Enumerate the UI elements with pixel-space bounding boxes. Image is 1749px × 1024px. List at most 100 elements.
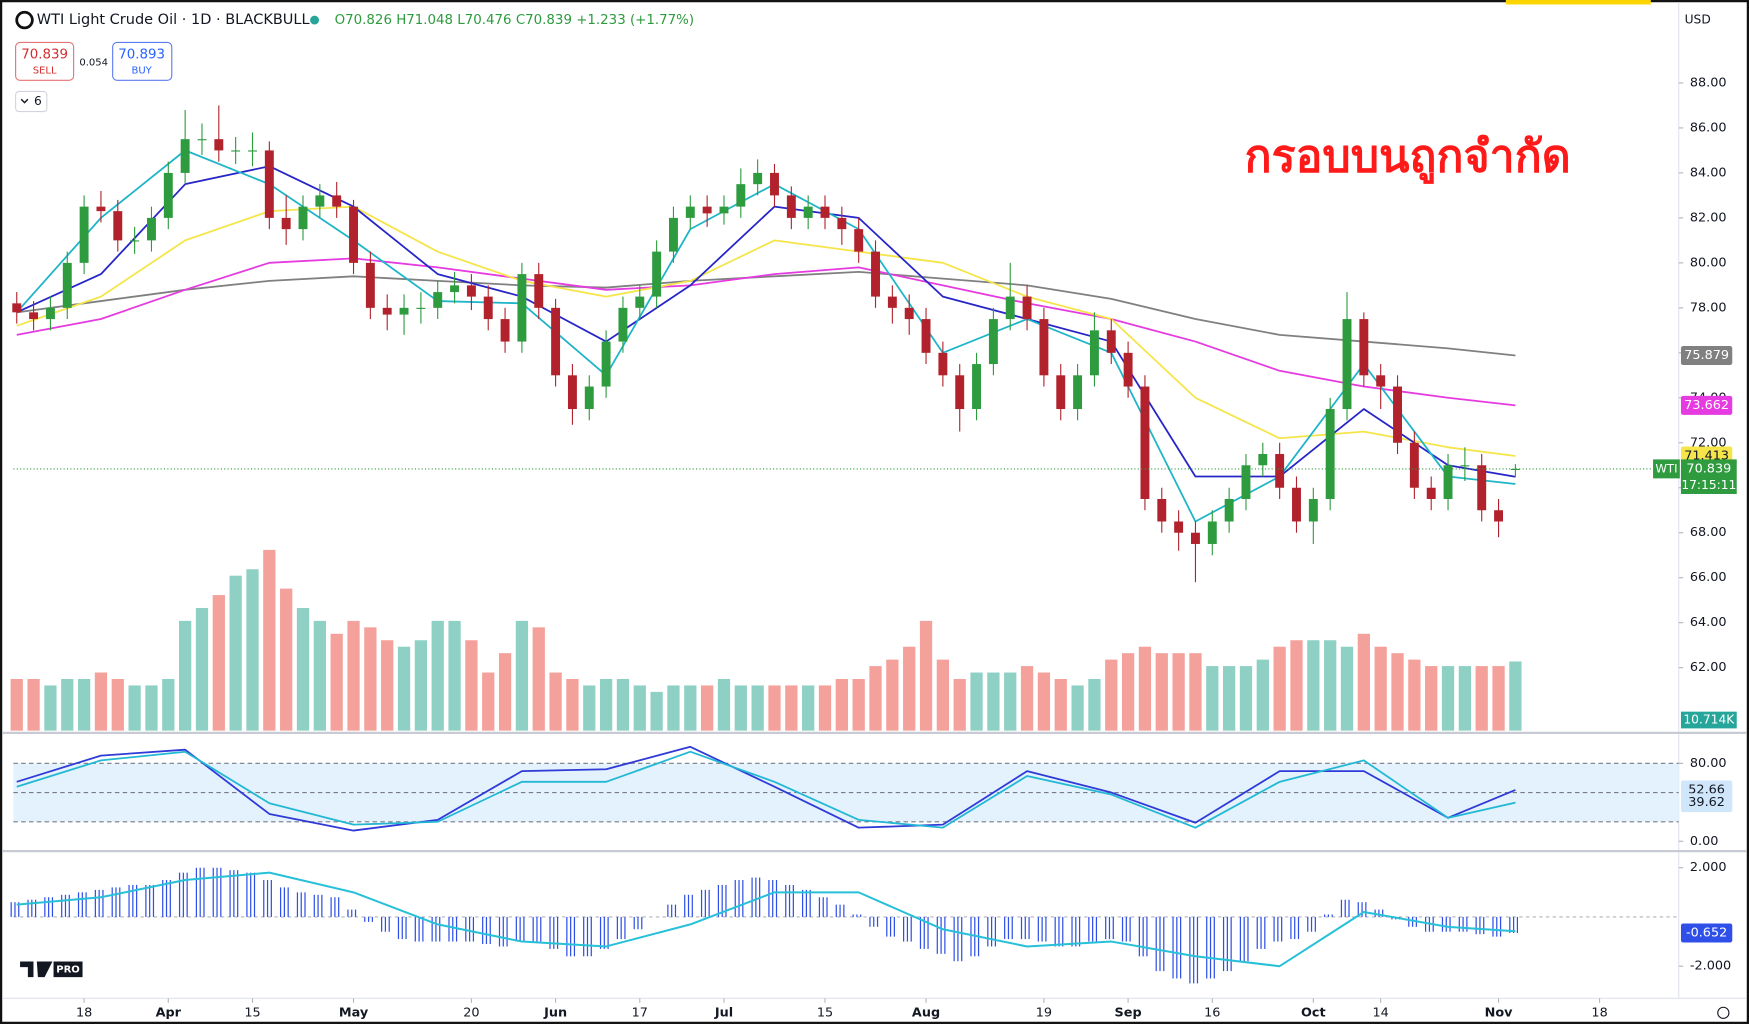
currency: USD	[1685, 13, 1711, 27]
volume-bar	[1273, 646, 1286, 731]
volume-bar	[94, 672, 108, 731]
candle-body	[163, 172, 173, 218]
candle-body	[988, 319, 998, 365]
candle-body	[180, 139, 190, 173]
candle-body	[416, 307, 426, 309]
x-tick-label: 15	[244, 1005, 260, 1020]
candle-body	[1477, 465, 1487, 511]
candle-body	[248, 150, 257, 152]
spread: 0.054	[79, 57, 108, 68]
volume-bar	[1189, 653, 1202, 731]
y-tick-label: 80.00	[1690, 255, 1727, 270]
volume-bar	[195, 607, 209, 731]
countdown: 17:15:11	[1681, 478, 1736, 492]
x-tick-label: 16	[1204, 1005, 1220, 1020]
volume-bar	[1425, 666, 1438, 731]
histogram-value: -0.652	[1686, 925, 1727, 940]
volume-bar	[448, 620, 461, 731]
candle-body	[332, 195, 342, 207]
volume-bar	[953, 678, 966, 731]
candle-body	[1443, 465, 1453, 499]
volume-bar	[751, 685, 764, 731]
volume-bar	[162, 678, 175, 731]
volume-bar	[1020, 666, 1034, 731]
candle-body	[1157, 498, 1167, 522]
candle-body	[1426, 487, 1436, 499]
volume-bar	[1324, 640, 1337, 731]
candle-body	[972, 364, 982, 410]
candle-body	[1393, 386, 1402, 443]
candle-body	[130, 240, 140, 242]
x-tick-label: 18	[76, 1005, 92, 1020]
candle-body	[96, 206, 106, 212]
candle-body	[1409, 442, 1419, 488]
candle-body	[1342, 319, 1352, 410]
x-tick-label: Oct	[1301, 1005, 1326, 1020]
y-tick-label: 78.00	[1690, 300, 1727, 315]
x-tick-label: Apr	[156, 1005, 182, 1020]
volume-bar	[616, 678, 630, 731]
volume-bar	[128, 685, 141, 731]
y-tick-label: 0.00	[1690, 834, 1719, 849]
indicators-toggle[interactable]	[15, 90, 48, 113]
y-tick-label: 88.00	[1690, 75, 1727, 90]
volume-bar	[785, 685, 798, 731]
x-tick-label: 20	[463, 1005, 479, 1020]
volume-bar	[1105, 659, 1118, 731]
candle-body	[668, 217, 678, 252]
volume-bar	[212, 595, 225, 731]
volume-bar	[1357, 633, 1370, 731]
candle-body	[365, 262, 375, 308]
line	[16, 257, 1516, 407]
volume-bar	[482, 672, 495, 731]
candle-body	[62, 262, 72, 308]
candle-body	[1056, 375, 1066, 410]
volume-bar	[903, 646, 916, 731]
volume-bar	[10, 678, 23, 731]
candle-body	[349, 206, 358, 263]
ma-value-bg	[1680, 395, 1733, 415]
candle-body	[1224, 498, 1234, 522]
candle-body	[79, 206, 89, 263]
x-tick-label: 14	[1373, 1005, 1389, 1020]
candle-body	[450, 285, 460, 293]
candle-body	[1207, 521, 1217, 544]
annotation: กรอบบนถูกจำกัด	[1245, 131, 1571, 185]
volume-bar	[1206, 666, 1219, 731]
volume-bar	[347, 620, 360, 731]
volume-bar	[701, 685, 714, 731]
volume-bar	[1458, 666, 1472, 731]
volume-bar	[1475, 666, 1488, 731]
volume-bar	[1155, 653, 1168, 731]
volume-bar	[498, 653, 512, 731]
candle-body	[685, 206, 695, 218]
buy-button[interactable]	[112, 41, 173, 81]
candle-body	[315, 195, 325, 207]
settings-icon[interactable]	[1717, 1006, 1730, 1019]
x-tick-label: 18	[1591, 1005, 1607, 1020]
volume-bar	[532, 627, 545, 731]
candle-body	[770, 172, 779, 196]
candle-body	[1494, 510, 1504, 522]
candle-body	[1325, 409, 1335, 499]
last-price-bg	[1680, 459, 1737, 494]
symbol-title: WTI Light Crude Oil · 1D · BLACKBULL	[37, 12, 310, 28]
last-price: 70.839	[1686, 461, 1731, 476]
volume-bar	[229, 575, 242, 731]
volume-bar	[61, 678, 74, 731]
sell-button[interactable]	[15, 41, 75, 81]
candle-body	[820, 206, 830, 218]
line	[16, 871, 1516, 968]
chevron	[20, 98, 29, 104]
candle-body	[12, 303, 22, 313]
candle-body	[500, 319, 510, 342]
volume-bar	[1256, 659, 1269, 731]
volume-bar	[1088, 678, 1101, 731]
volume-bar	[1307, 640, 1320, 731]
volume-bar	[1037, 672, 1051, 731]
ohlc-legend: O70.826 H71.048 L70.476 C70.839 +1.233 (…	[335, 13, 694, 28]
symbol-badge-bg	[1653, 459, 1680, 479]
volume-bar	[431, 620, 444, 731]
volume-label: 10.714K	[1683, 713, 1735, 727]
